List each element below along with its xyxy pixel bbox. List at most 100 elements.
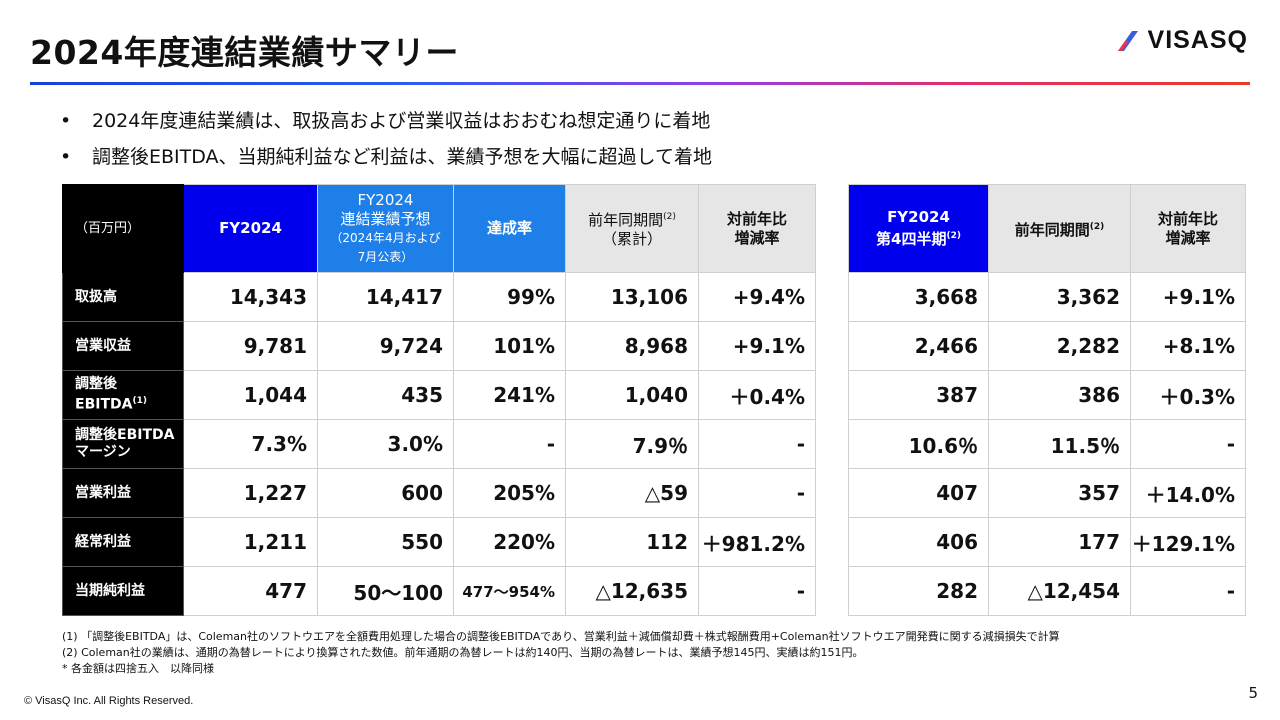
title-divider xyxy=(30,82,1250,85)
achievement-value: - xyxy=(453,419,566,469)
row-label-line2: マージン xyxy=(75,444,131,460)
logo-text: VISASQ xyxy=(1147,26,1248,54)
yoy-header-line1: 対前年比 xyxy=(726,209,787,228)
q4-prior-value: 11.5％ xyxy=(988,419,1131,469)
prior-header-sub: （累計） xyxy=(601,230,662,248)
table-row: 調整後 EBITDA(1) 1,044 435 241% 1,040 ＋0.4% xyxy=(62,370,816,420)
prior-value: 8,968 xyxy=(565,321,699,371)
q4-yoy-value: ＋14.0% xyxy=(1130,468,1246,518)
achievement-value: 205% xyxy=(453,468,566,518)
table-row: 当期純利益 477 50〜100 477〜954% △12,635 - xyxy=(62,566,816,616)
prior-value: 7.9％ xyxy=(565,419,699,469)
forecast-header-sub2: 7月公表） xyxy=(357,249,414,264)
fy-value: 9,781 xyxy=(183,321,318,371)
forecast-value: 550 xyxy=(317,517,454,567)
achievement-value: 101% xyxy=(453,321,566,371)
forecast-header: FY2024 連結業績予想 （2024年4月および 7月公表） xyxy=(317,184,454,273)
row-label: 調整後 EBITDA(1) xyxy=(62,370,184,420)
q4-yoy-value: ＋0.3% xyxy=(1130,370,1246,420)
achievement-header: 達成率 xyxy=(453,184,566,273)
footnote: (2) Coleman社の業績は、通期の為替レートにより換算された数値。前年通期… xyxy=(62,646,864,659)
forecast-header-line2: 連結業績予想 xyxy=(340,209,431,228)
forecast-value: 14,417 xyxy=(317,272,454,322)
fy-value: 14,343 xyxy=(183,272,318,322)
table-row: 営業利益 1,227 600 205% △59 - xyxy=(62,468,816,518)
prior-header-label: 前年同期間 xyxy=(588,211,664,229)
yoy-header-line2: 増減率 xyxy=(734,228,780,247)
footnotes: (1) 「調整後EBITDA」は、Coleman社のソフトウエアを全額費用処理し… xyxy=(62,629,1060,677)
bullet-item: 調整後EBITDA、当期純利益など利益は、業績予想を大幅に超過して着地 xyxy=(60,139,712,175)
table-row: 407 357 ＋14.0% xyxy=(848,468,1246,518)
yoy-value: +9.1% xyxy=(698,321,816,371)
forecast-header-sub1: （2024年4月および xyxy=(330,230,441,245)
fy2024-header: FY2024 xyxy=(183,184,318,273)
prior-value: 112 xyxy=(565,517,699,567)
achievement-value: 99% xyxy=(453,272,566,322)
forecast-value: 50〜100 xyxy=(317,566,454,616)
achievement-value: 477〜954% xyxy=(453,566,566,616)
q4-yoy-value: ＋129.1% xyxy=(1130,517,1246,567)
annual-results-table: （百万円） FY2024 FY2024 連結業績予想 （2024年4月および 7… xyxy=(62,184,816,616)
fy-value: 1,211 xyxy=(183,517,318,567)
q4-yoy-value: - xyxy=(1130,566,1246,616)
row-label-ref: (1) xyxy=(132,396,147,407)
q4-value: 387 xyxy=(848,370,989,420)
row-label: 営業利益 xyxy=(62,468,184,518)
q4-prior-value: 3,362 xyxy=(988,272,1131,322)
forecast-value: 600 xyxy=(317,468,454,518)
table-header-row: FY2024 第4四半期(2) 前年同期間(2) 対前年比 増減率 xyxy=(848,184,1246,273)
q4-prior-value: 2,282 xyxy=(988,321,1131,371)
row-label: 経常利益 xyxy=(62,517,184,567)
table-row: 10.6％ 11.5％ - xyxy=(848,419,1246,469)
q4-yoy-header-line2: 増減率 xyxy=(1165,228,1211,247)
row-label: 調整後EBITDA マージン xyxy=(62,419,184,469)
prior-header-ref: (2) xyxy=(663,212,676,222)
page-number: 5 xyxy=(1248,684,1258,702)
table-row: 406 177 ＋129.1% xyxy=(848,517,1246,567)
row-label-line1: 調整後 xyxy=(75,376,117,393)
table-row: 取扱高 14,343 14,417 99% 13,106 +9.4% xyxy=(62,272,816,322)
q4-header-ref: (2) xyxy=(946,231,961,241)
achievement-value: 241% xyxy=(453,370,566,420)
yoy-value: - xyxy=(698,566,816,616)
q4-value: 407 xyxy=(848,468,989,518)
prior-value: 1,040 xyxy=(565,370,699,420)
q4-value: 2,466 xyxy=(848,321,989,371)
forecast-value: 9,724 xyxy=(317,321,454,371)
table-row: 営業収益 9,781 9,724 101% 8,968 +9.1% xyxy=(62,321,816,371)
fy-value: 7.3% xyxy=(183,419,318,469)
footnote: (1) 「調整後EBITDA」は、Coleman社のソフトウエアを全額費用処理し… xyxy=(62,630,1060,643)
q4-results-table: FY2024 第4四半期(2) 前年同期間(2) 対前年比 増減率 3,668 … xyxy=(848,184,1246,616)
bullet-item: 2024年度連結業績は、取扱高および営業収益はおおむね想定通りに着地 xyxy=(60,103,712,139)
q4-prior-value: 357 xyxy=(988,468,1131,518)
yoy-value: ＋0.4% xyxy=(698,370,816,420)
row-label: 営業収益 xyxy=(62,321,184,371)
q4-header-line2: 第4四半期 xyxy=(876,230,947,248)
row-label-line1: 調整後EBITDA xyxy=(75,427,175,443)
yoy-value: - xyxy=(698,468,816,518)
page-title: 2024年度連結業績サマリー xyxy=(30,33,459,72)
yoy-header: 対前年比 増減率 xyxy=(698,184,816,273)
prior-value: △59 xyxy=(565,468,699,518)
table-header-row: （百万円） FY2024 FY2024 連結業績予想 （2024年4月および 7… xyxy=(62,184,816,273)
footnote: * 各金額は四捨五入 以降同様 xyxy=(62,662,214,675)
visasq-logo-mark-icon xyxy=(1117,30,1138,51)
table-row: 387 386 ＋0.3% xyxy=(848,370,1246,420)
q4-prior-header-ref: (2) xyxy=(1089,221,1105,232)
prior-value: △12,635 xyxy=(565,566,699,616)
yoy-value: ＋981.2% xyxy=(698,517,816,567)
yoy-value: - xyxy=(698,419,816,469)
table-row: 経常利益 1,211 550 220% 112 ＋981.2% xyxy=(62,517,816,567)
q4-header: FY2024 第4四半期(2) xyxy=(848,184,989,273)
forecast-header-line1: FY2024 xyxy=(357,190,414,209)
q4-value: 10.6％ xyxy=(848,419,989,469)
q4-value: 3,668 xyxy=(848,272,989,322)
fy-value: 477 xyxy=(183,566,318,616)
forecast-value: 3.0% xyxy=(317,419,454,469)
q4-yoy-header: 対前年比 増減率 xyxy=(1130,184,1246,273)
prior-value: 13,106 xyxy=(565,272,699,322)
q4-yoy-header-line1: 対前年比 xyxy=(1157,209,1218,228)
q4-yoy-value: +8.1% xyxy=(1130,321,1246,371)
q4-header-line1: FY2024 xyxy=(887,208,950,226)
copyright: © VisasQ Inc. All Rights Reserved. xyxy=(24,695,194,707)
